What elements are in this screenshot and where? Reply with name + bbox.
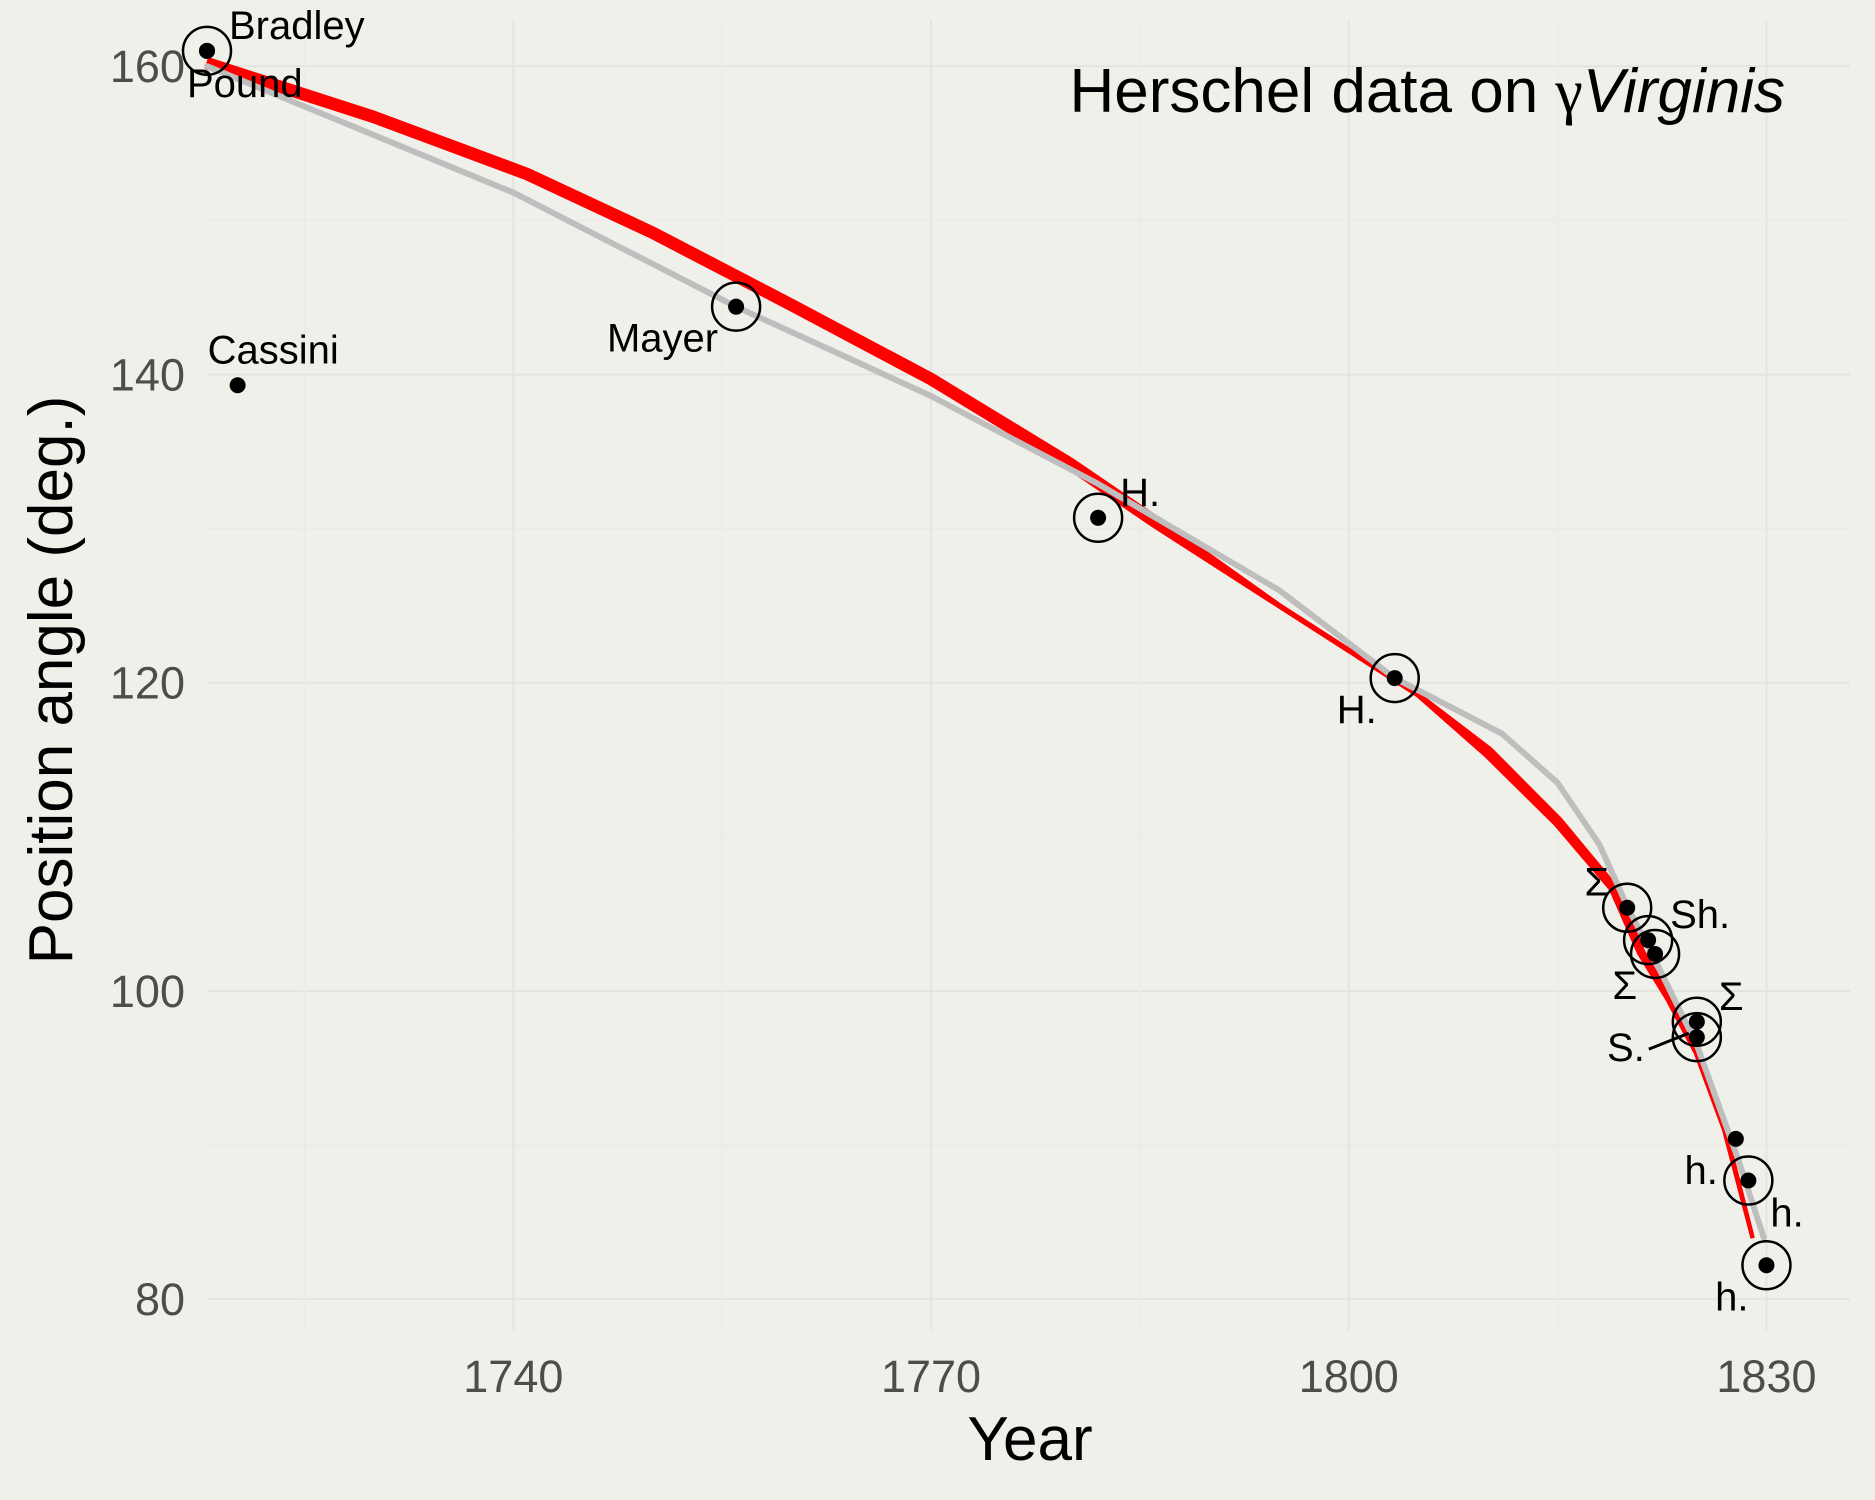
chart-title-prefix: Herschel data on — [1069, 57, 1555, 126]
point-ring — [1671, 996, 1723, 1048]
data-point — [1619, 899, 1636, 916]
x-tick-label: 1830 — [1716, 1351, 1816, 1402]
point-label: h. — [1770, 1192, 1803, 1236]
point-ring — [1723, 1155, 1774, 1206]
data-point — [1688, 1029, 1705, 1046]
data-points — [181, 25, 1792, 1291]
data-point — [1740, 1172, 1757, 1189]
point-ring — [710, 281, 762, 332]
data-point — [1727, 1130, 1744, 1147]
point-ring — [1741, 1240, 1792, 1291]
point-label: h. — [1715, 1275, 1748, 1319]
data-point — [1090, 509, 1107, 526]
data-point — [728, 298, 745, 315]
gridlines — [207, 20, 1850, 1330]
chart-title-star: Virginis — [1583, 57, 1785, 126]
point-label: Sh. — [1670, 893, 1730, 937]
grey-smooth-line — [204, 63, 1767, 1241]
point-label: Pound — [187, 62, 303, 106]
y-tick-label: 100 — [110, 966, 185, 1017]
data-point — [1386, 670, 1403, 687]
tick-labels: 80 100 120 140 160 1740 1770 1800 1830 — [110, 41, 1817, 1402]
point-label: Σ — [1584, 861, 1609, 905]
point-ring — [1671, 1011, 1723, 1063]
data-point — [1640, 932, 1657, 949]
chart-title-greek: γ — [1554, 58, 1582, 126]
point-label: S. — [1607, 1026, 1645, 1070]
x-axis-title: Year — [967, 1405, 1092, 1474]
label-leader-line — [1648, 1031, 1690, 1051]
y-axis-title: Position angle (deg.) — [17, 396, 86, 965]
chart-title: Herschel data on γVirginis — [1069, 57, 1785, 126]
x-tick-label: 1770 — [881, 1351, 981, 1402]
data-point — [1758, 1257, 1775, 1274]
x-tick-label: 1800 — [1299, 1351, 1399, 1402]
point-ring — [1601, 882, 1653, 933]
point-label: H. — [1120, 471, 1160, 515]
point-ring — [1629, 928, 1681, 980]
point-label: H. — [1337, 688, 1377, 732]
point-ring — [181, 25, 233, 77]
smooth-lines — [204, 57, 1767, 1241]
point-ring — [1622, 914, 1674, 966]
point-label: Σ — [1719, 975, 1744, 1019]
point-label: Mayer — [607, 317, 718, 361]
point-label: Σ — [1612, 964, 1637, 1008]
data-point — [1688, 1013, 1705, 1030]
y-tick-label: 160 — [110, 41, 185, 92]
y-tick-label: 120 — [110, 658, 185, 709]
point-labels: Bradley Pound Cassini Mayer H. H. Σ Sh. Σ Σ S. h. h.… — [187, 4, 1804, 1319]
point-label: h. — [1684, 1149, 1717, 1193]
data-point — [199, 42, 215, 59]
red-smooth-line — [204, 57, 1755, 1239]
point-ring — [1369, 652, 1420, 704]
data-point — [1647, 945, 1664, 962]
point-label: Cassini — [208, 328, 339, 372]
point-ring — [1072, 492, 1124, 544]
data-point — [229, 377, 246, 394]
y-tick-label: 140 — [110, 349, 185, 400]
y-tick-label: 80 — [135, 1274, 185, 1325]
point-label: Bradley — [229, 4, 365, 48]
x-tick-label: 1740 — [463, 1351, 563, 1402]
